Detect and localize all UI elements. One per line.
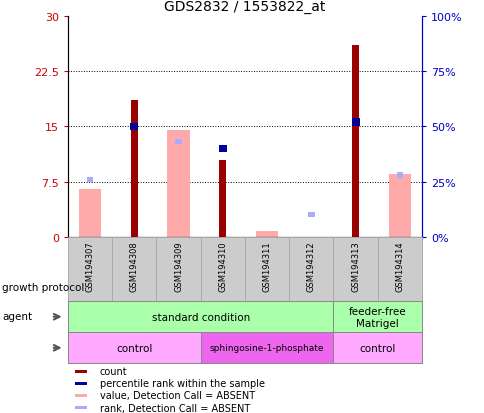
Bar: [244, 237, 288, 301]
Bar: [200, 332, 333, 363]
Text: GSM194308: GSM194308: [130, 241, 138, 291]
Bar: [175, 140, 182, 145]
Bar: [87, 178, 93, 183]
Bar: [75, 406, 87, 409]
Text: feeder-free
Matrigel: feeder-free Matrigel: [348, 306, 406, 328]
Bar: [351, 119, 359, 126]
Bar: [218, 145, 227, 153]
Bar: [307, 213, 314, 218]
Bar: [351, 46, 358, 237]
Bar: [68, 237, 112, 301]
Bar: [288, 237, 333, 301]
Text: GSM194310: GSM194310: [218, 241, 227, 291]
Text: percentile rank within the sample: percentile rank within the sample: [100, 378, 264, 388]
Bar: [131, 101, 137, 237]
Bar: [75, 394, 87, 397]
Text: count: count: [100, 366, 127, 376]
Text: GSM194307: GSM194307: [85, 241, 94, 291]
Text: standard condition: standard condition: [151, 312, 249, 322]
Text: GSM194314: GSM194314: [394, 241, 404, 291]
Text: rank, Detection Call = ABSENT: rank, Detection Call = ABSENT: [100, 403, 249, 413]
Bar: [75, 370, 87, 373]
Bar: [388, 175, 410, 237]
Bar: [75, 382, 87, 385]
Bar: [112, 237, 156, 301]
Bar: [156, 237, 200, 301]
Text: growth protocol: growth protocol: [2, 282, 85, 292]
Bar: [68, 301, 333, 332]
Bar: [200, 237, 244, 301]
Text: GSM194309: GSM194309: [174, 241, 182, 291]
Bar: [68, 332, 200, 363]
Bar: [219, 160, 226, 237]
Text: value, Detection Call = ABSENT: value, Detection Call = ABSENT: [100, 390, 255, 401]
Bar: [333, 301, 421, 332]
Text: GSM194312: GSM194312: [306, 241, 315, 291]
Text: GSM194313: GSM194313: [350, 241, 359, 291]
Bar: [79, 190, 101, 237]
Text: control: control: [116, 343, 152, 353]
Text: GSM194311: GSM194311: [262, 241, 271, 291]
Bar: [377, 237, 421, 301]
Bar: [396, 173, 402, 178]
Bar: [333, 332, 421, 363]
Text: sphingosine-1-phosphate: sphingosine-1-phosphate: [210, 344, 324, 352]
Title: GDS2832 / 1553822_at: GDS2832 / 1553822_at: [164, 0, 325, 14]
Bar: [256, 232, 277, 237]
Text: agent: agent: [2, 311, 32, 321]
Text: control: control: [359, 343, 395, 353]
Bar: [167, 131, 189, 237]
Bar: [333, 237, 377, 301]
Bar: [130, 123, 138, 131]
